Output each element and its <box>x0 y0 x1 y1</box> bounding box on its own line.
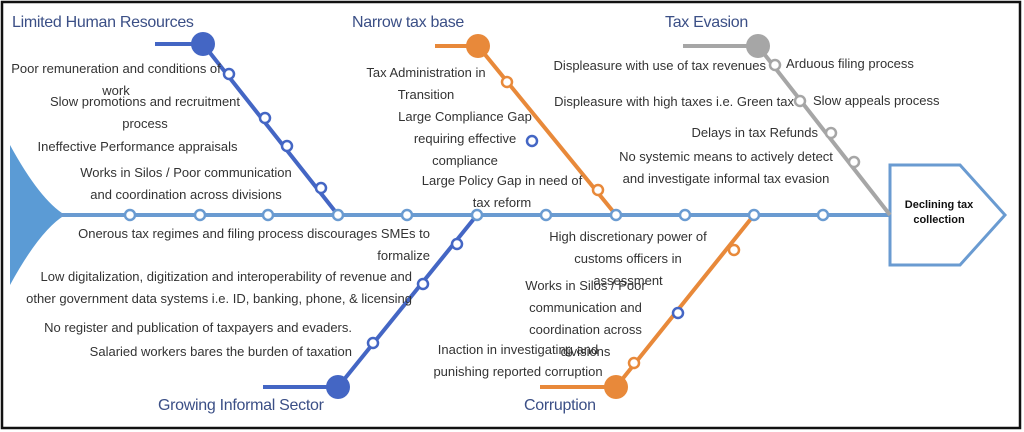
cause-label: Arduous filing process <box>786 56 914 71</box>
bone-head <box>326 375 350 399</box>
bone-head <box>191 32 215 56</box>
cause-label: No systemic means to actively detect and… <box>619 149 833 186</box>
cause-label: Poor remuneration and conditions of work <box>11 61 221 98</box>
category-label: Narrow tax base <box>352 14 464 31</box>
fish-tail <box>10 145 65 285</box>
cause-label: No register and publication of taxpayers… <box>44 320 352 335</box>
cause-label: Onerous tax regimes and filing process d… <box>78 226 430 263</box>
bone-head <box>746 34 770 58</box>
bone-head <box>466 34 490 58</box>
cause-label: Displeasure with use of tax revenues <box>553 58 766 73</box>
cause-label: High discretionary power of customs offi… <box>549 229 707 288</box>
category-label: Corruption <box>524 397 596 414</box>
cause-label: Large Policy Gap in need of tax reform <box>421 173 583 210</box>
cause-label: Tax Administration in Transition <box>366 65 486 102</box>
category-label: Growing Informal Sector <box>158 397 324 414</box>
cause-label: Slow promotions and recruitment process <box>49 94 241 131</box>
cause-label: Large Compliance Gap requiring effective… <box>398 109 532 168</box>
dots <box>123 58 861 370</box>
bone-head <box>604 375 628 399</box>
cause-label: Delays in tax Refunds <box>691 125 818 140</box>
effect-label: Declining tax collection <box>904 199 974 226</box>
cause-label: Displeasure with high taxes i.e. Green t… <box>554 94 794 109</box>
cause-label: Works in Silos / Poor communication and … <box>80 165 292 202</box>
category-label: Limited Human Resources <box>12 14 194 31</box>
cause-label: Slow appeals process <box>813 93 940 108</box>
head-box <box>888 163 1008 267</box>
cause-label: Ineffective Performance appraisals <box>37 139 238 154</box>
cause-label: Low digitalization, digitization and int… <box>26 269 412 306</box>
cause-label: Works in Silos / Poor communication and … <box>525 278 646 359</box>
cause-label: Inaction in investigating and punishing … <box>433 342 603 379</box>
cause-label: Salaried workers bares the burden of tax… <box>89 344 352 359</box>
category-label: Tax Evasion <box>665 14 748 31</box>
